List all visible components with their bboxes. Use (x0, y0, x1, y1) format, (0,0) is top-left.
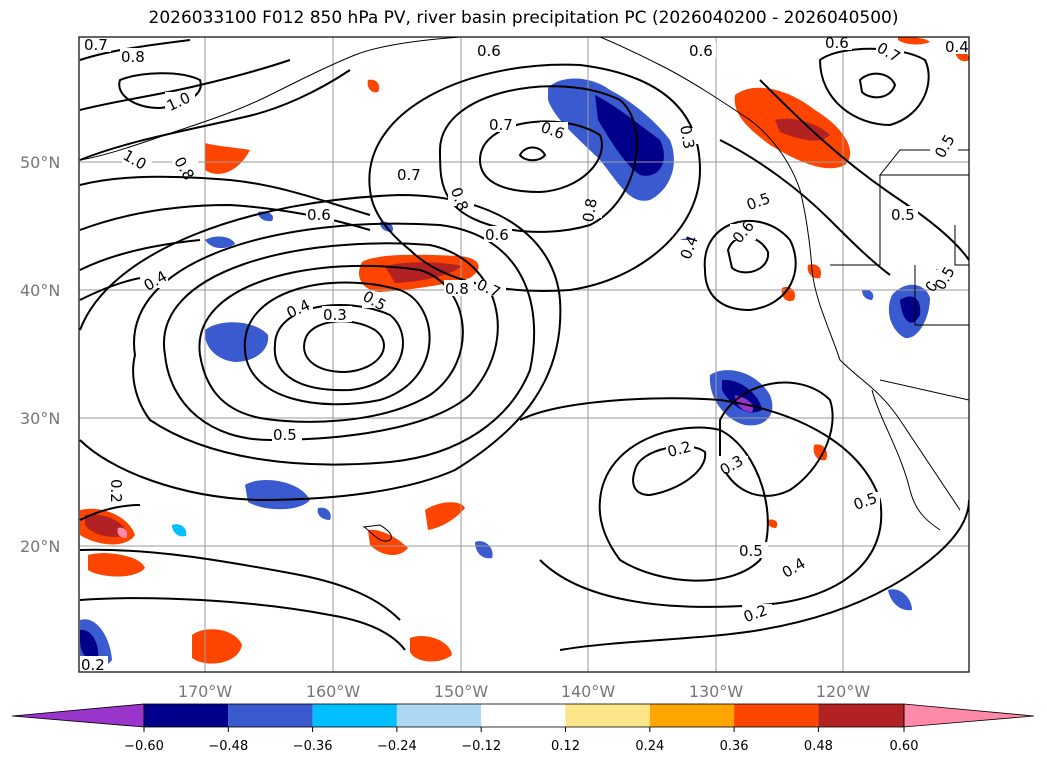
colorbar-extend-low (11, 703, 145, 728)
colorbar-extend-high (903, 703, 1035, 728)
precip-shading (80, 37, 969, 670)
contour-label: 0.8 (579, 197, 601, 224)
colorbar-segment (649, 704, 735, 727)
colorbar-tick: −0.24 (377, 739, 417, 754)
contour-label: 0.6 (477, 42, 501, 60)
neg-anomaly-bc-core (595, 95, 664, 176)
colorbar-segment (144, 704, 229, 727)
neg-anomaly-west2 (205, 236, 235, 249)
contour-label: 0.6 (825, 34, 849, 52)
contour-label: 0.2 (81, 656, 105, 674)
contour-label: 0.3 (323, 306, 347, 324)
colorbar-segment (396, 704, 482, 727)
contour-label: 0.6 (485, 226, 509, 244)
colorbar-tick: −0.36 (293, 739, 333, 754)
colorbar-segment (312, 704, 397, 727)
contour-label: 0.5 (891, 206, 915, 224)
colorbar: −0.60 −0.48 −0.36 −0.24 −0.12 0.12 0.24 … (11, 703, 1035, 754)
contour-label: 0.4 (677, 233, 702, 262)
contour-label: 0.4 (141, 267, 171, 295)
contour-label: 0.7 (397, 166, 421, 184)
contour-label: 0.8 (170, 154, 198, 184)
lat-label: 50°N (20, 153, 60, 172)
colorbar-tick: 0.24 (635, 739, 664, 754)
contour-label: 0.7 (489, 116, 513, 134)
lon-label: 150°W (434, 682, 489, 701)
contour-label: 0.6 (307, 206, 331, 224)
contour-label: 0.5 (273, 426, 297, 444)
contour-label: 0.4 (945, 38, 969, 56)
contour-label: 0.2 (665, 437, 693, 461)
colorbar-tick: −0.60 (124, 739, 164, 754)
colorbar-tick: 0.48 (804, 739, 833, 754)
contour-label: 0.8 (121, 48, 145, 66)
longitude-labels: 170°W 160°W 150°W 140°W 130°W 120°W (178, 682, 871, 701)
lon-label: 170°W (178, 682, 233, 701)
map-frame (78, 36, 970, 673)
contour-label: 0.2 (107, 479, 125, 503)
colorbar-segment (228, 704, 313, 727)
lon-label: 120°W (816, 682, 871, 701)
colorbar-tick: 0.12 (551, 739, 580, 754)
graticule (79, 37, 969, 672)
colorbar-tick: −0.12 (461, 739, 501, 754)
lat-label: 20°N (20, 537, 60, 556)
colorbar-tick: −0.48 (208, 739, 248, 754)
latitude-labels: 50°N 40°N 30°N 20°N (20, 153, 60, 556)
contour-label: 0.5 (931, 131, 959, 161)
lon-label: 130°W (689, 682, 744, 701)
neg-anomaly-west (204, 322, 269, 362)
contour-label: 0.8 (447, 185, 472, 214)
contour-label: 0.6 (689, 42, 713, 60)
lon-label: 140°W (561, 682, 616, 701)
contour-label: 0.5 (739, 542, 763, 560)
contour-label: 0.3 (676, 124, 698, 151)
colorbar-segment (734, 704, 819, 727)
colorbar-segment (565, 704, 650, 727)
contour-label: 1.0 (120, 146, 150, 174)
contour-label: 0.8 (445, 280, 469, 298)
colorbar-tick: 0.36 (720, 739, 749, 754)
contour-label: 0.7 (474, 275, 503, 301)
colorbar-segment (481, 704, 566, 727)
coastlines (79, 37, 969, 542)
colorbar-tick: 0.60 (890, 739, 919, 754)
contour-label: 0.3 (717, 452, 747, 480)
contour-label: 0.7 (874, 39, 904, 67)
lat-label: 30°N (20, 409, 60, 428)
lat-label: 40°N (20, 281, 60, 300)
map-title: 2026033100 F012 850 hPa PV, river basin … (148, 8, 899, 28)
lon-label: 160°W (306, 682, 361, 701)
contour-label: 0.7 (84, 36, 108, 54)
colorbar-segment (818, 704, 904, 727)
